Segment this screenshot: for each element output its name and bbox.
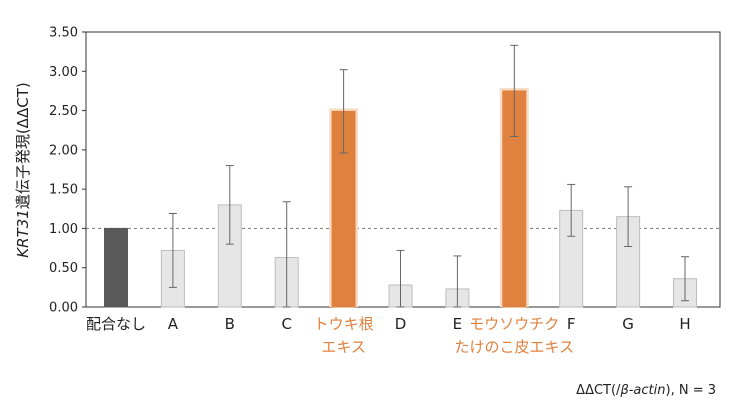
category-label: トウキ根 <box>314 315 374 333</box>
category-label: B <box>225 315 235 333</box>
y-axis-title: KRT31遺伝子発現(ΔΔCT) <box>14 82 32 257</box>
y-axis-label: KRT31遺伝子発現(ΔΔCT) <box>14 82 32 257</box>
category-label: H <box>679 315 690 333</box>
category-label: G <box>622 315 634 333</box>
y-tick-label: 0.00 <box>49 301 78 316</box>
category-label: たけのこ皮エキス <box>455 338 575 356</box>
footnote: ΔΔCT(/β-actin), N = 3 <box>576 383 716 398</box>
bar <box>104 227 128 308</box>
y-axis-gene: KRT31 <box>14 209 32 258</box>
y-tick-label: 1.50 <box>49 183 78 198</box>
footnote-italic: β-actin <box>620 383 666 398</box>
y-tick-label: 3.00 <box>49 65 78 80</box>
footnote-prefix: ΔΔCT(/ <box>576 383 621 398</box>
y-tick-label: 0.50 <box>49 261 78 276</box>
category-label: F <box>567 315 576 333</box>
category-label: C <box>281 315 291 333</box>
category-label: エキス <box>321 338 366 356</box>
y-axis-unit: 遺伝子発現(ΔΔCT) <box>14 82 32 209</box>
category-label: モウソウチク <box>469 315 559 333</box>
category-label: E <box>453 315 462 333</box>
y-tick-label: 2.00 <box>49 143 78 158</box>
category-label: 配合なし <box>86 315 146 333</box>
category-label: D <box>395 315 407 333</box>
category-label: A <box>168 315 179 333</box>
y-tick-label: 3.50 <box>49 26 78 41</box>
y-tick-label: 2.50 <box>49 104 78 119</box>
y-tick-label: 1.00 <box>49 222 78 237</box>
footnote-suffix: ), N = 3 <box>665 383 717 398</box>
